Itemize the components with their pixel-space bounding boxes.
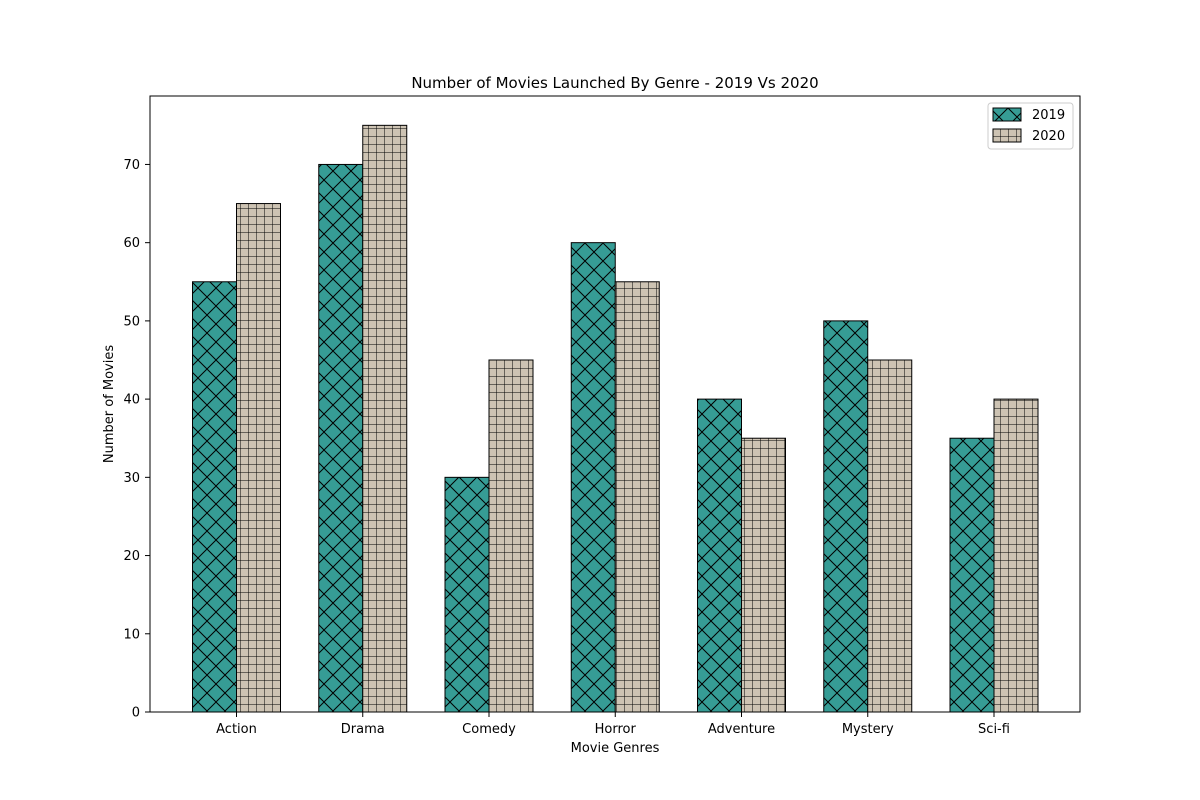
plot-area-frame [149,95,1081,713]
legend-label: 2019 [1032,108,1065,123]
legend-entry-2019: 2019 [992,107,1065,123]
legend: 2019 2020 [987,102,1074,150]
bar-2020-comedy [488,359,534,713]
bar-2020-mystery [867,359,913,713]
y-axis-label: Number of Movies [102,345,117,463]
x-tick-label: Mystery [842,722,894,737]
bar-2020-action [236,203,281,713]
y-tick-label: 60 [123,236,140,251]
y-tick-label: 50 [123,314,140,329]
bar-2019-action [192,281,237,713]
x-axis-label: Movie Genres [571,741,660,756]
legend-label: 2020 [1032,129,1065,144]
bar-2020-drama [362,124,408,713]
bar-2019-sci-fi [949,437,995,713]
x-tick-label: Action [216,722,257,737]
bar-2019-mystery [823,320,869,713]
x-tick-label: Horror [595,722,637,737]
x-tick-label: Drama [341,722,385,737]
legend-entry-2020: 2020 [992,128,1065,144]
y-tick-label: 70 [123,158,140,173]
y-tick-label: 10 [123,627,140,642]
x-axis-ticks: Action Drama Comedy Horror Adventure Mystery S… [216,712,1010,737]
y-tick-label: 20 [123,549,140,564]
bar-2019-adventure [697,398,742,713]
y-tick-label: 40 [123,393,140,408]
bar-2019-drama [318,163,364,713]
x-tick-label: Adventure [708,722,775,737]
y-tick-label: 0 [132,706,140,721]
bar-2020-horror [614,281,660,713]
bars-group [192,124,1039,713]
bar-2020-adventure [741,437,786,713]
chart-title: Number of Movies Launched By Genre - 201… [411,74,818,92]
y-axis-ticks: 0 10 20 30 40 50 60 70 [123,158,150,721]
bar-2019-horror [570,242,616,713]
x-tick-label: Sci-fi [978,722,1010,737]
x-tick-label: Comedy [462,722,516,737]
y-tick-label: 30 [123,471,140,486]
bar-2019-comedy [444,476,490,713]
bar-2020-sci-fi [993,398,1039,713]
